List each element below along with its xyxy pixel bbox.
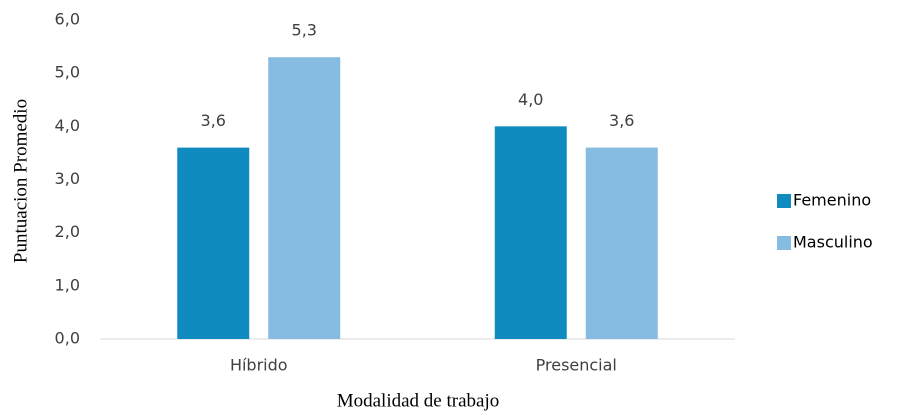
y-tick-label: 4,0 bbox=[55, 116, 80, 135]
y-tick-label: 3,0 bbox=[55, 169, 80, 188]
y-tick-label: 6,0 bbox=[55, 10, 80, 29]
legend-label: Femenino bbox=[793, 191, 871, 210]
bar bbox=[268, 57, 341, 339]
value-label: 4,0 bbox=[518, 90, 543, 109]
y-tick-label: 2,0 bbox=[55, 222, 80, 241]
bar bbox=[494, 126, 567, 339]
legend-swatch bbox=[777, 194, 791, 208]
y-axis-title: Puntuacion Promedio bbox=[10, 99, 31, 263]
bar bbox=[585, 147, 658, 339]
y-tick-label: 1,0 bbox=[55, 275, 80, 294]
legend-label: Masculino bbox=[793, 233, 873, 252]
value-label: 3,6 bbox=[201, 111, 226, 130]
x-axis-title: Modalidad de trabajo bbox=[337, 390, 500, 411]
x-tick-label: Híbrido bbox=[230, 356, 288, 375]
y-tick-label: 5,0 bbox=[55, 63, 80, 82]
bar bbox=[177, 147, 250, 339]
y-tick-label: 0,0 bbox=[55, 329, 80, 348]
x-tick-label: Presencial bbox=[536, 356, 617, 375]
value-label: 3,6 bbox=[609, 111, 634, 130]
legend-swatch bbox=[777, 236, 791, 250]
value-label: 5,3 bbox=[292, 21, 317, 40]
